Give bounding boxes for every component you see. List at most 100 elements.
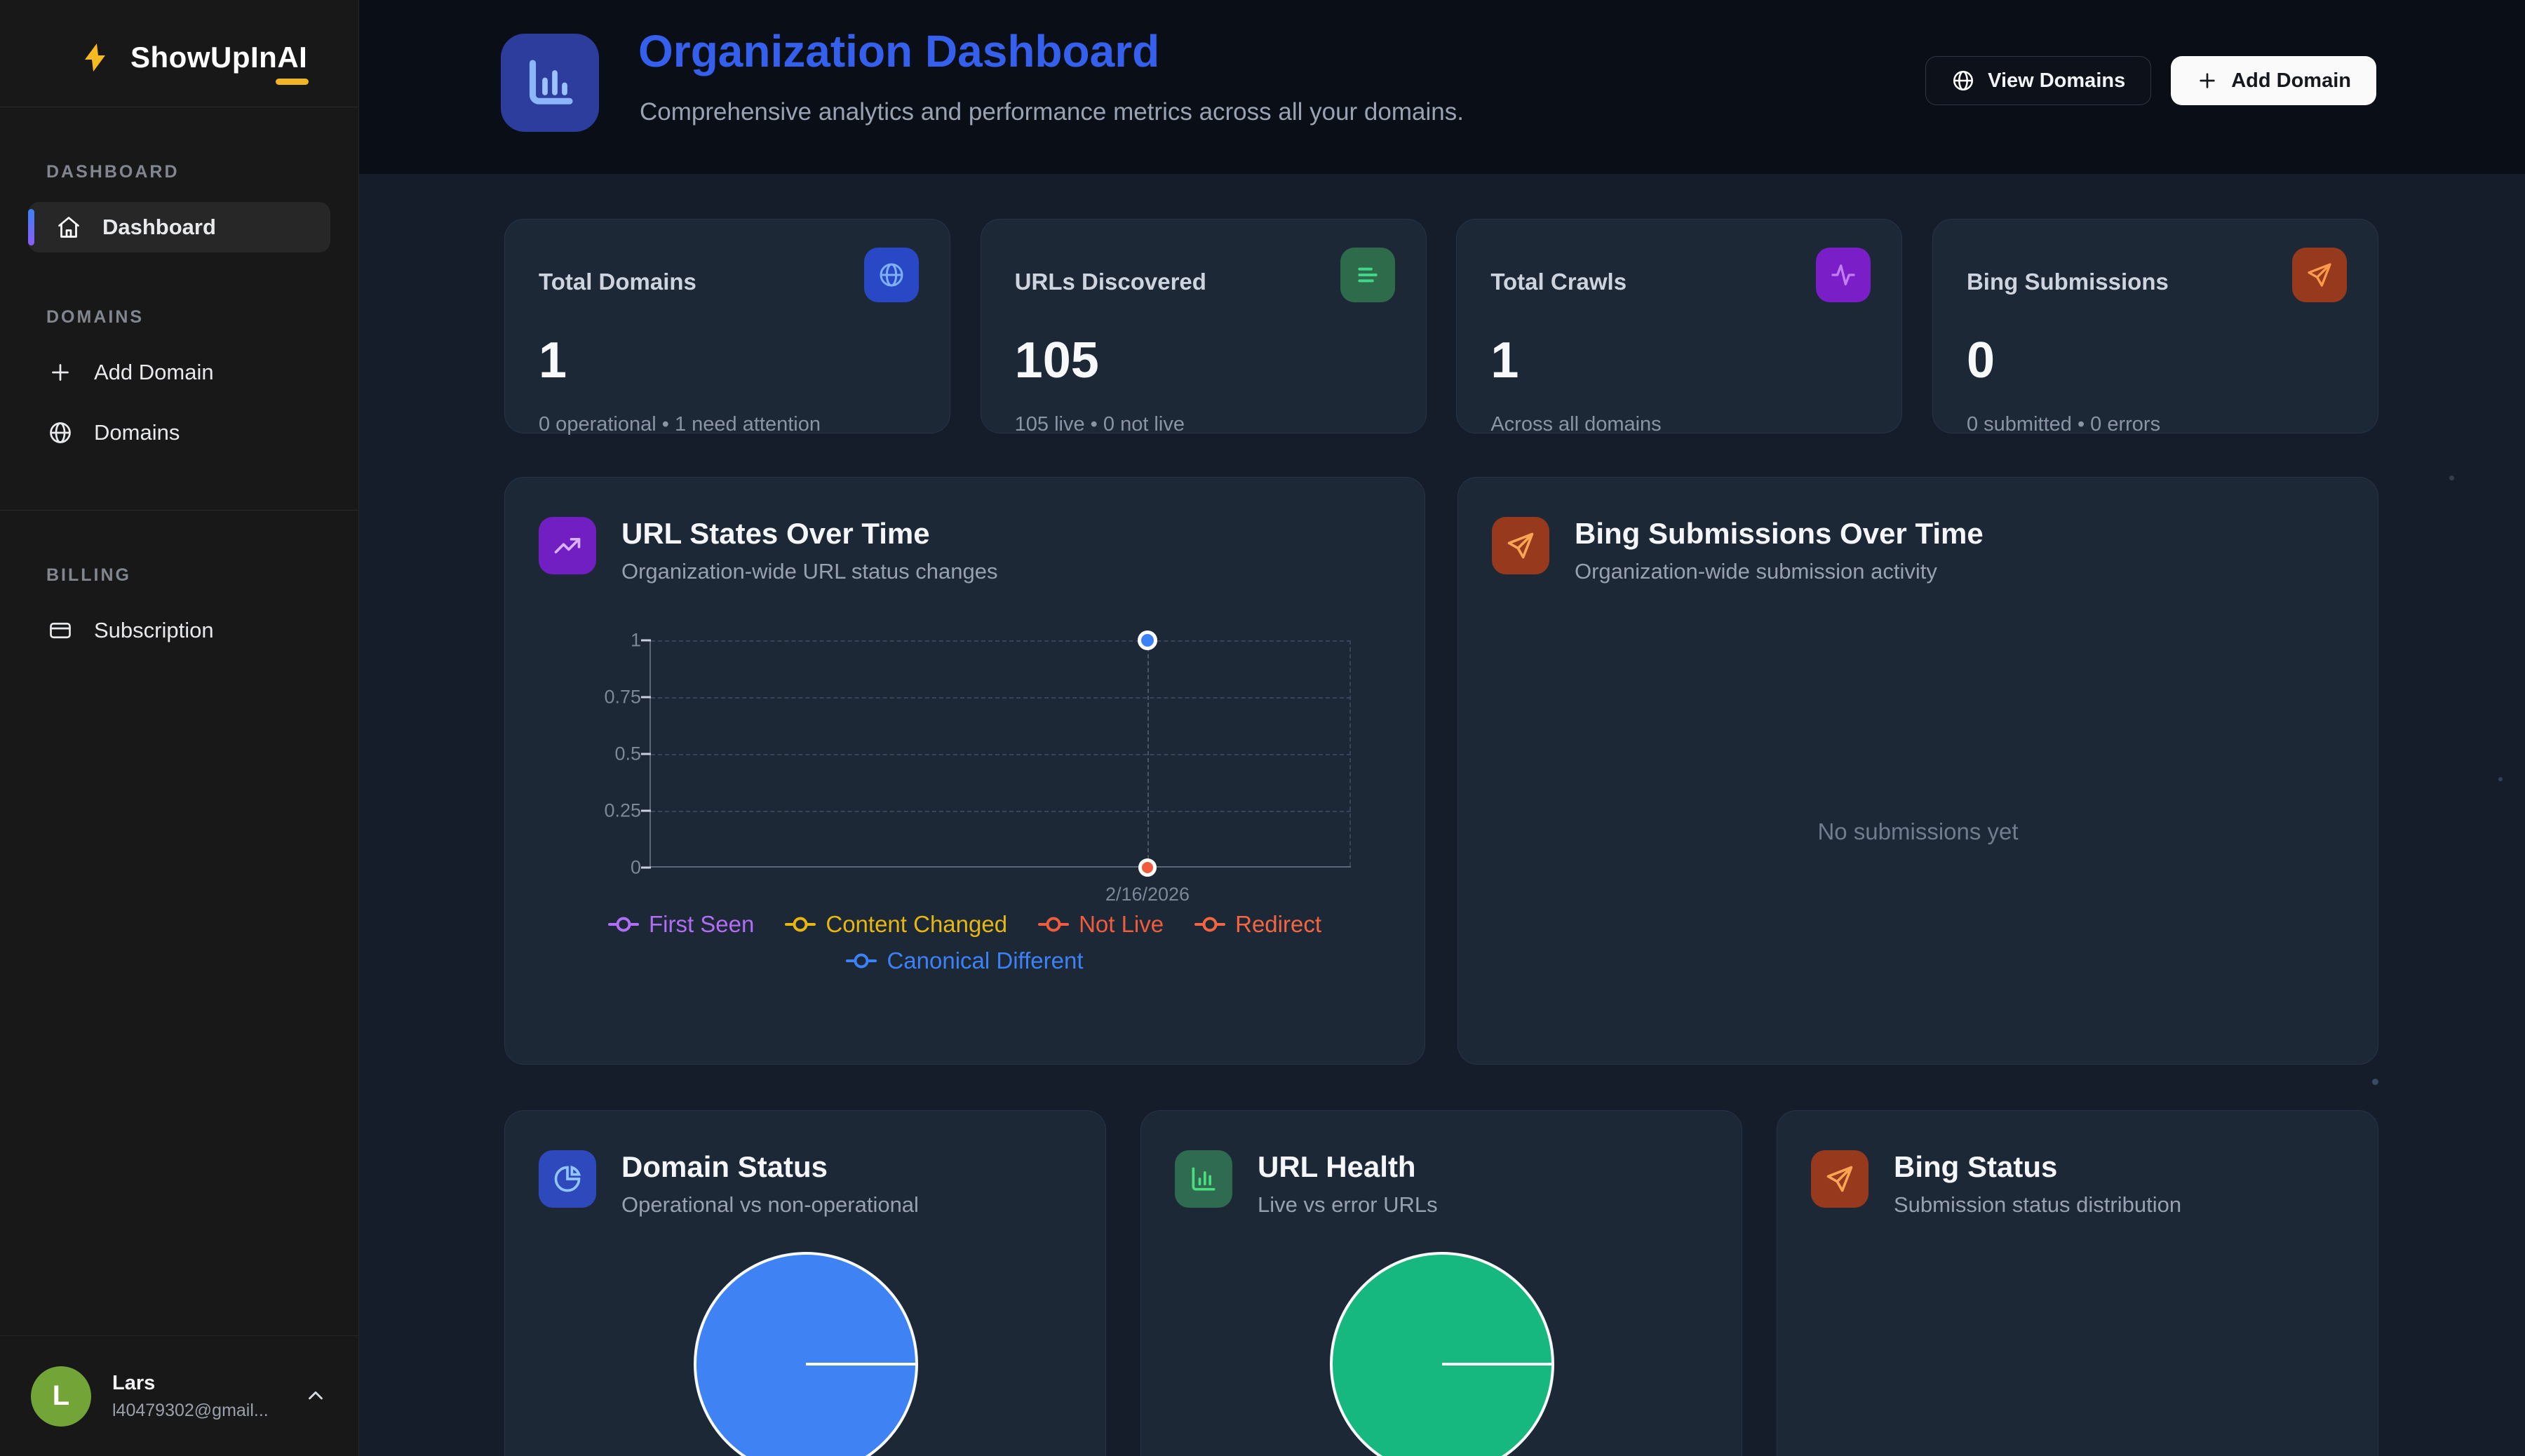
user-menu[interactable]: L Lars l40479302@gmail... (0, 1335, 358, 1456)
x-gridline (1147, 640, 1149, 866)
plus-icon (48, 360, 73, 385)
stat-card-bing-submissions: Bing Submissions 0 0 submitted • 0 error… (1932, 219, 2378, 436)
sidebar: ShowUpInAI DASHBOARD Dashboard DOMAINS A… (0, 0, 359, 1456)
legend-item-canonical-different[interactable]: Canonical Different (846, 948, 1084, 974)
stat-value: 1 (1490, 332, 1519, 389)
stat-value: 1 (539, 332, 567, 389)
url-states-chart: 1 0.75 0.5 0.25 0 2/16/2026 (604, 630, 1351, 905)
y-tick-label: 0.75 (604, 686, 641, 708)
view-domains-label: View Domains (1988, 69, 2126, 92)
star-dot (2372, 1079, 2378, 1085)
stat-title: Total Crawls (1490, 269, 1627, 295)
charts-row: URL States Over Time Organization-wide U… (504, 477, 2378, 1065)
sidebar-section-billing: BILLING (46, 565, 131, 585)
legend-marker (1194, 923, 1226, 926)
globe-icon (864, 248, 919, 302)
main-area: Organization Dashboard Comprehensive ana… (359, 0, 2525, 1456)
send-icon (1811, 1150, 1868, 1208)
legend-label: Redirect (1235, 911, 1322, 937)
sidebar-item-label: Subscription (94, 618, 214, 642)
panel-subtitle: Organization-wide submission activity (1575, 559, 1937, 584)
logo-text: ShowUpInAI (130, 41, 307, 74)
view-domains-button[interactable]: View Domains (1925, 56, 2152, 105)
sidebar-item-subscription[interactable]: Subscription (28, 605, 330, 656)
stat-title: Total Domains (539, 269, 696, 295)
y-tick (641, 809, 651, 812)
bar-chart-icon (501, 34, 599, 132)
y-tick (641, 696, 651, 699)
lightning-bolt-icon (79, 41, 112, 74)
panel-title: Domain Status (621, 1150, 828, 1183)
star-dot (2498, 777, 2503, 781)
stat-card-total-domains: Total Domains 1 0 operational • 1 need a… (504, 219, 950, 436)
sidebar-section-dashboard: DASHBOARD (46, 162, 180, 182)
dashboard-content: Total Domains 1 0 operational • 1 need a… (359, 174, 2525, 1456)
gridline (651, 811, 1351, 812)
stat-caption: 105 live • 0 not live (1014, 413, 1185, 436)
legend-label: First Seen (648, 911, 755, 937)
y-tick (641, 639, 651, 642)
sidebar-item-add-domain[interactable]: Add Domain (28, 347, 330, 398)
bing-status-panel: Bing Status Submission status distributi… (1777, 1110, 2378, 1456)
stat-card-total-crawls: Total Crawls 1 Across all domains (1456, 219, 1903, 436)
y-tick-label: 1 (630, 629, 641, 651)
home-icon (56, 215, 81, 240)
panel-subtitle: Organization-wide URL status changes (621, 559, 998, 584)
domain-status-panel: Domain Status Operational vs non-operati… (504, 1110, 1106, 1456)
plus-icon (2196, 69, 2218, 92)
bar-chart-icon (1175, 1150, 1232, 1208)
stat-title: URLs Discovered (1014, 269, 1206, 295)
legend-marker (1038, 923, 1070, 926)
chevron-up-icon (304, 1384, 328, 1408)
domain-status-pie[interactable] (694, 1252, 918, 1456)
legend-marker (846, 959, 877, 962)
panel-subtitle: Operational vs non-operational (621, 1192, 919, 1217)
stat-card-urls-discovered: URLs Discovered 105 105 live • 0 not liv… (980, 219, 1427, 436)
sidebar-item-label: Domains (94, 420, 180, 445)
send-icon (2291, 248, 2347, 302)
globe-icon (1951, 69, 1975, 93)
legend-item-content-changed[interactable]: Content Changed (785, 911, 1007, 938)
legend-label: Canonical Different (887, 948, 1084, 973)
logo-text-main: ShowUpIn (130, 41, 278, 74)
legend-label: Content Changed (826, 911, 1008, 937)
panel-subtitle: Live vs error URLs (1258, 1192, 1438, 1217)
user-name: Lars (112, 1371, 156, 1394)
y-tick (641, 866, 651, 869)
url-health-pie[interactable] (1330, 1252, 1554, 1456)
legend-item-redirect[interactable]: Redirect (1194, 911, 1321, 938)
stat-caption: Across all domains (1490, 413, 1662, 436)
panel-title: Bing Status (1894, 1150, 2058, 1183)
legend-marker (607, 923, 639, 926)
data-point-canonical-different[interactable] (1138, 631, 1157, 650)
stat-value: 0 (1966, 332, 1995, 389)
stat-caption: 0 operational • 1 need attention (539, 413, 821, 436)
url-health-panel: URL Health Live vs error URLs (1140, 1110, 1742, 1456)
panel-subtitle: Submission status distribution (1894, 1192, 2182, 1217)
x-tick-label: 2/16/2026 (1105, 884, 1190, 905)
panel-title: URL States Over Time (621, 517, 930, 550)
sidebar-item-dashboard[interactable]: Dashboard (28, 202, 330, 252)
sidebar-divider (0, 510, 358, 511)
panel-title: URL Health (1258, 1150, 1416, 1183)
legend-label: Not Live (1079, 911, 1164, 937)
url-states-panel: URL States Over Time Organization-wide U… (504, 477, 1425, 1065)
bing-submissions-panel: Bing Submissions Over Time Organization-… (1457, 477, 2378, 1065)
logo: ShowUpInAI (0, 0, 358, 74)
sidebar-item-domains[interactable]: Domains (28, 407, 330, 458)
legend-item-first-seen[interactable]: First Seen (607, 911, 755, 938)
add-domain-button[interactable]: Add Domain (2171, 56, 2376, 105)
avatar: L (31, 1366, 91, 1427)
data-point-not-live[interactable] (1138, 858, 1157, 877)
y-tick (641, 753, 651, 755)
send-icon (1492, 517, 1549, 574)
page-subtitle: Comprehensive analytics and performance … (640, 98, 1464, 126)
legend-item-not-live[interactable]: Not Live (1038, 911, 1164, 938)
trending-up-icon (539, 517, 596, 574)
globe-icon (48, 420, 73, 445)
page-header: Organization Dashboard Comprehensive ana… (359, 0, 2525, 174)
pie-chart-icon (539, 1150, 596, 1208)
activity-icon (1816, 248, 1871, 302)
sidebar-section-domains: DOMAINS (46, 307, 144, 327)
